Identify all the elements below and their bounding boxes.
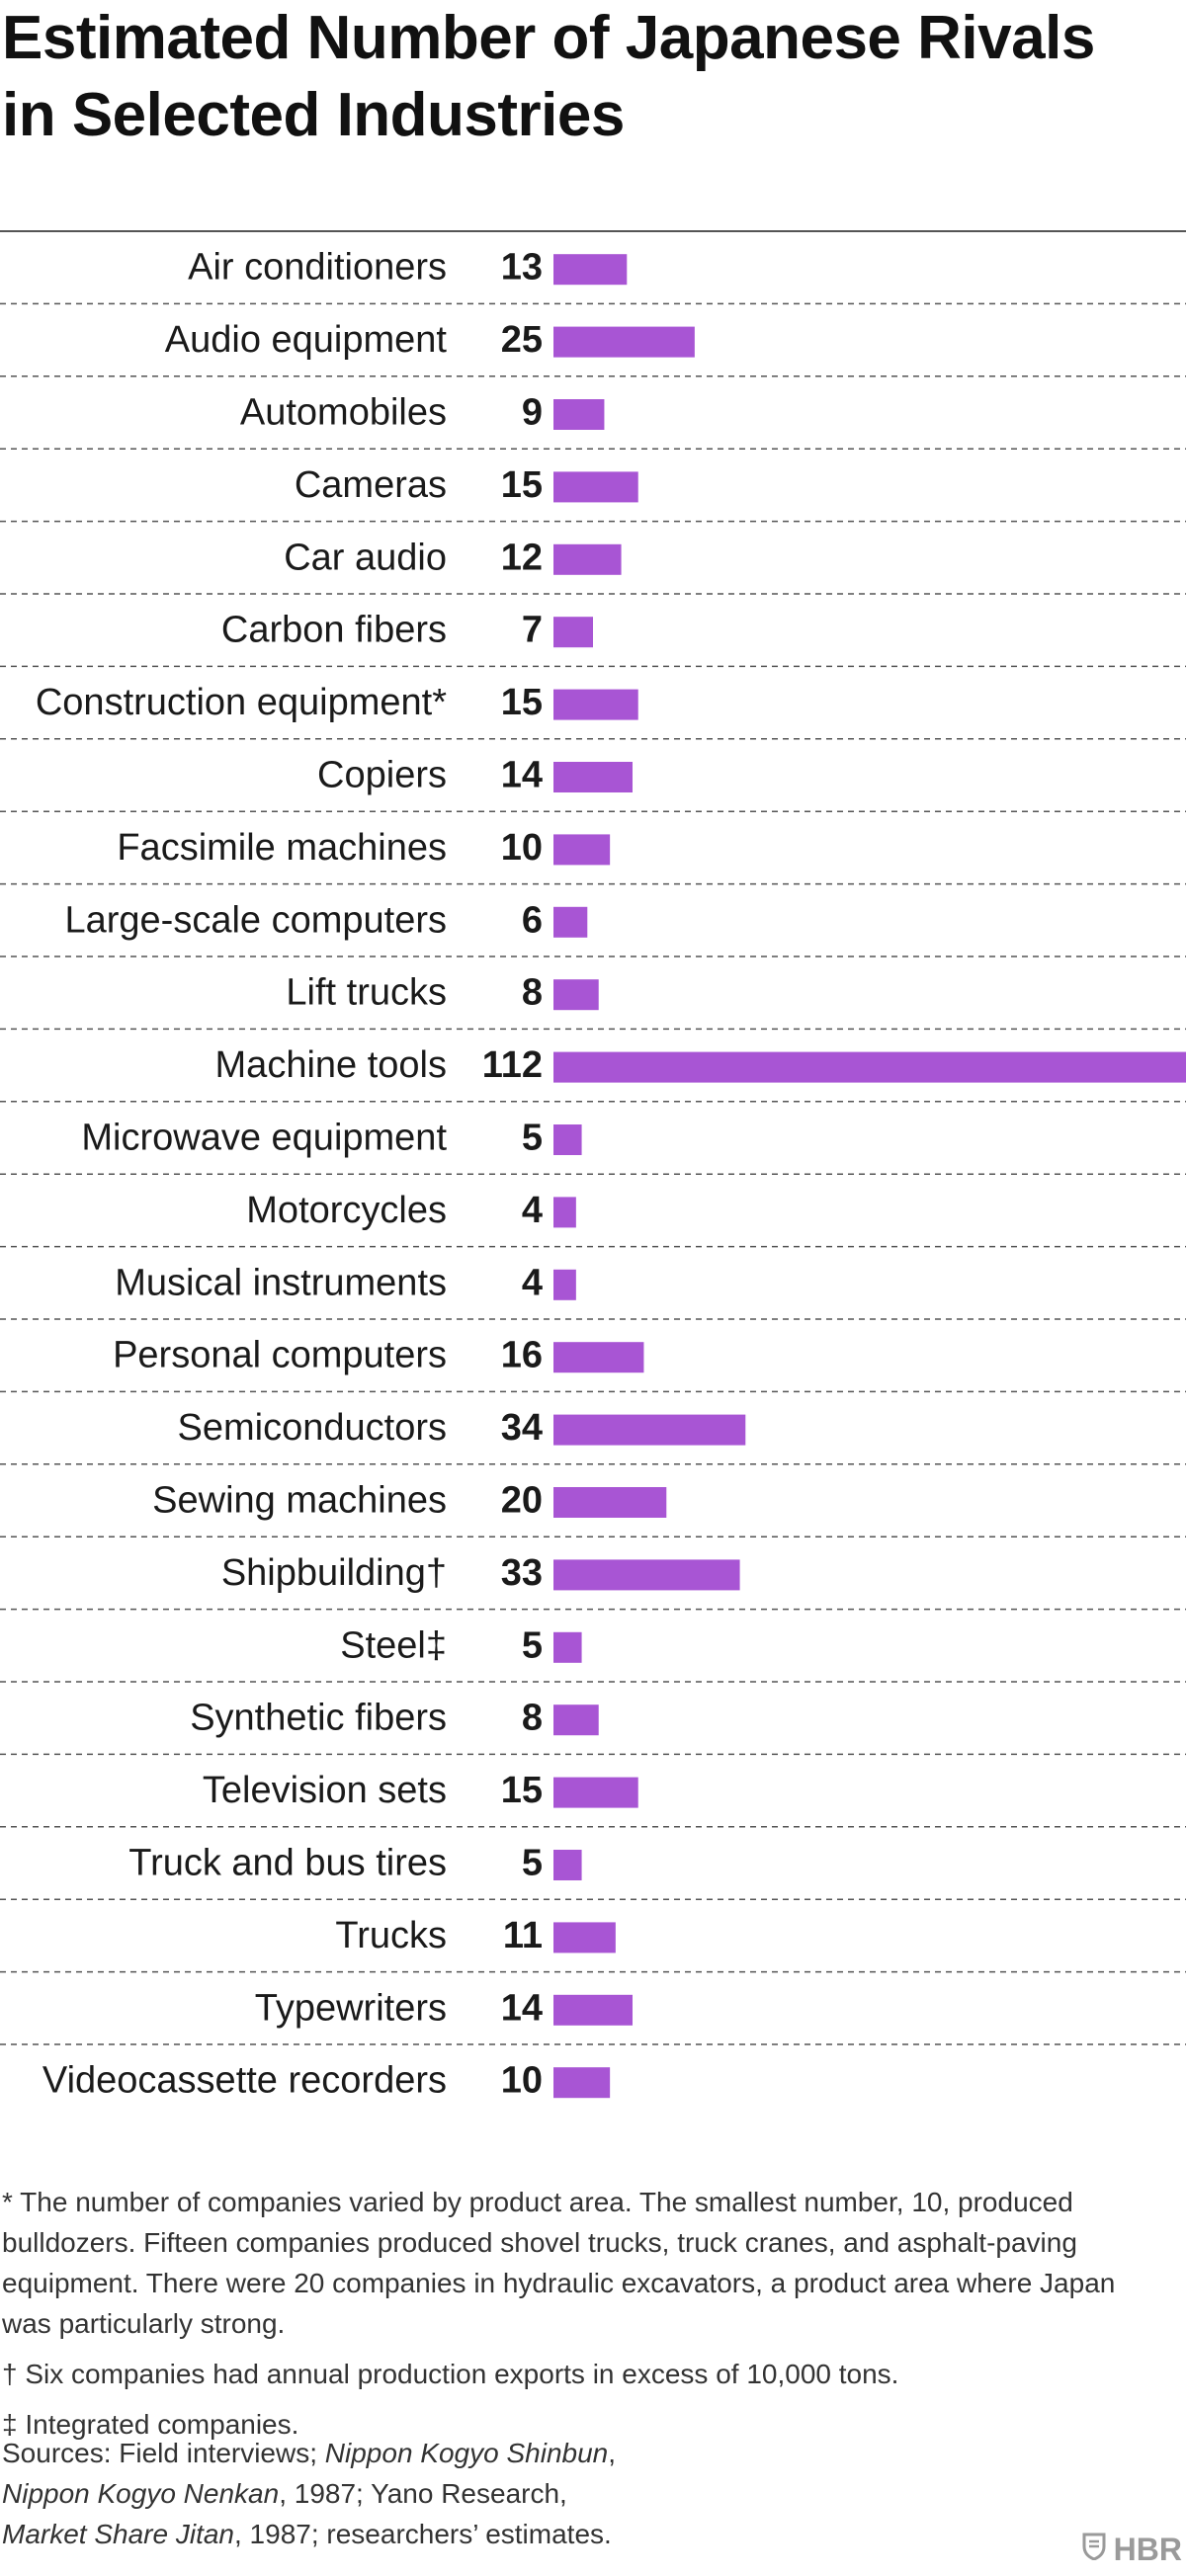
value-label: 12 [501, 537, 543, 578]
category-label: Facsimile machines [117, 827, 447, 869]
bar [553, 2067, 611, 2099]
category-label: Automobiles [240, 392, 447, 434]
value-label: 15 [501, 464, 543, 506]
category-label: Steel‡ [340, 1624, 447, 1666]
category-label: Machine tools [215, 1044, 447, 1086]
bar [553, 1414, 746, 1446]
bar [553, 762, 633, 792]
category-label: Truck and bus tires [128, 1843, 447, 1884]
bar [553, 1631, 582, 1663]
category-label: Air conditioners [188, 247, 447, 289]
bar [553, 471, 638, 503]
category-label: Personal computers [113, 1335, 447, 1376]
category-label: Large-scale computers [64, 899, 447, 941]
footnotes: * The number of companies varied by prod… [2, 2182, 1158, 2454]
category-label: Motorcycles [246, 1190, 447, 1231]
category-label: Audio equipment [165, 319, 448, 361]
bar-chart: Air conditioners 13 Audio equipment 25 Autom… [0, 227, 1186, 2115]
bar [553, 689, 638, 720]
category-label: Microwave equipment [81, 1118, 447, 1159]
bar [553, 834, 611, 866]
footnote-shipbuilding: † Six companies had annual production ex… [2, 2359, 899, 2389]
sources-sep: , [608, 2438, 617, 2468]
chart-title: Estimated Number of Japanese Rivals in S… [2, 4, 1095, 149]
bar [553, 1269, 576, 1300]
category-label: Copiers [317, 755, 447, 796]
bar [553, 1487, 667, 1518]
category-label: Cameras [295, 464, 447, 506]
bar [553, 906, 588, 938]
value-label: 14 [501, 755, 543, 796]
bar [553, 254, 628, 286]
value-label: 15 [501, 1770, 543, 1811]
shield-icon [1082, 2532, 1106, 2568]
bar [553, 979, 599, 1011]
bar [553, 1342, 644, 1373]
category-label: Shipbuilding† [221, 1552, 447, 1594]
value-label: 6 [522, 899, 543, 941]
footnote-steel: ‡ Integrated companies. [2, 2409, 299, 2440]
value-label: 16 [501, 1335, 543, 1376]
value-label: 112 [482, 1044, 543, 1086]
footnote-construction: * The number of companies varied by prod… [2, 2187, 1116, 2339]
value-label: 15 [501, 682, 543, 723]
bar [553, 1051, 1186, 1083]
value-label: 4 [522, 1262, 543, 1303]
value-label: 8 [522, 972, 543, 1014]
value-label: 20 [501, 1480, 543, 1522]
value-label: 11 [503, 1915, 543, 1956]
bar [553, 1124, 582, 1155]
bar [553, 1922, 616, 1953]
value-label: 33 [501, 1552, 543, 1594]
bar [553, 617, 593, 648]
category-label: Semiconductors [178, 1407, 447, 1449]
value-label: 14 [501, 1987, 543, 2029]
sources-mid: , 1987; Yano Research, [279, 2478, 567, 2509]
bar [553, 326, 695, 358]
category-label: Construction equipment* [36, 682, 447, 723]
chart-svg: Air conditioners 13 Audio equipment 25 Autom… [0, 230, 1186, 2102]
sources-end: , 1987; researchers’ estimates. [234, 2519, 612, 2549]
category-label: Carbon fibers [221, 610, 447, 651]
value-label: 8 [522, 1698, 543, 1739]
category-label: Lift trucks [286, 972, 447, 1014]
bar [553, 543, 622, 575]
sources-prefix: Sources: Field interviews; [2, 2438, 325, 2468]
value-label: 34 [501, 1407, 543, 1449]
bar [553, 1777, 638, 1808]
category-label: Musical instruments [115, 1262, 447, 1303]
value-label: 4 [522, 1190, 543, 1231]
sources: Sources: Field interviews; Nippon Kogyo … [2, 2433, 990, 2554]
category-label: Sewing machines [152, 1480, 447, 1522]
value-label: 7 [522, 610, 543, 651]
value-label: 5 [522, 1843, 543, 1884]
category-label: Car audio [284, 537, 447, 578]
logo-text: HBR [1113, 2532, 1182, 2567]
value-label: 10 [501, 2060, 543, 2102]
category-label: Trucks [335, 1915, 447, 1956]
category-label: Television sets [203, 1770, 447, 1811]
source-ref-3: Market Share Jitan [2, 2519, 234, 2549]
value-label: 10 [501, 827, 543, 869]
bar [553, 1994, 633, 2026]
bar [553, 1704, 599, 1736]
category-label: Typewriters [255, 1987, 447, 2029]
source-ref-2: Nippon Kogyo Nenkan [2, 2478, 280, 2509]
value-label: 13 [501, 247, 543, 289]
value-label: 9 [522, 392, 543, 434]
bar [553, 1559, 740, 1591]
bar [553, 1197, 576, 1228]
source-ref-1: Nippon Kogyo Shinbun [324, 2438, 609, 2468]
category-label: Videocassette recorders [42, 2060, 447, 2102]
hbr-logo: HBR [1082, 2532, 1182, 2568]
bar [553, 1850, 582, 1880]
value-label: 5 [522, 1118, 543, 1159]
bar [553, 399, 605, 430]
value-label: 5 [522, 1624, 543, 1666]
value-label: 25 [501, 319, 543, 361]
category-label: Synthetic fibers [190, 1698, 447, 1739]
